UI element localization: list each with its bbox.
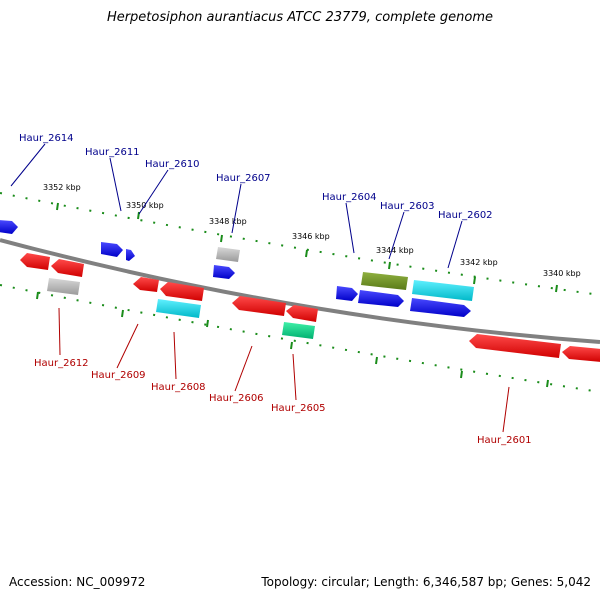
gene-haur-2610[interactable]: [126, 249, 135, 261]
gene-haur-2612[interactable]: [20, 253, 50, 270]
gene-red-2601b[interactable]: [562, 346, 600, 362]
gene-label[interactable]: Haur_2606: [209, 393, 264, 404]
gene-red-2606b[interactable]: [286, 305, 318, 322]
gene-haur-2607[interactable]: [216, 247, 240, 262]
page-title: Herpetosiphon aurantiacus ATCC 23779, co…: [106, 10, 494, 25]
gene-haur-2602[interactable]: [410, 298, 471, 317]
gene-haur-2603[interactable]: [412, 280, 474, 301]
upper-major-ticks: [56, 202, 558, 293]
gene-label[interactable]: Haur_2603: [380, 201, 435, 212]
gene-red-2612b[interactable]: [51, 259, 84, 277]
tick-label: 3348 kbp: [209, 217, 247, 226]
genome-backbone: [0, 238, 600, 344]
gene-label[interactable]: Haur_2607: [216, 173, 271, 184]
lower-major-ticks: [36, 291, 549, 388]
forward-strand-genes: [0, 220, 474, 317]
tick-label: 3346 kbp: [292, 232, 330, 241]
tick-label: 3342 kbp: [460, 258, 498, 267]
scale-tick-labels: 3352 kbp 3350 kbp 3348 kbp 3346 kbp 3344…: [43, 183, 581, 278]
reverse-strand-genes: [20, 253, 600, 362]
gene-label[interactable]: Haur_2605: [271, 403, 326, 414]
gene-gray-2612c[interactable]: [47, 278, 80, 295]
tick-label: 3340 kbp: [543, 269, 581, 278]
gene-label[interactable]: Haur_2612: [34, 358, 89, 369]
accession-text: Accession: NC_009972: [9, 575, 146, 589]
gene-haur-2611[interactable]: [101, 242, 123, 257]
gene-haur-2608[interactable]: [156, 299, 201, 318]
gene-label[interactable]: Haur_2609: [91, 370, 146, 381]
gene-red-2609b[interactable]: [160, 282, 204, 301]
tick-label: 3344 kbp: [376, 246, 414, 255]
gene-haur-2601[interactable]: [469, 334, 561, 358]
gene-label[interactable]: Haur_2610: [145, 159, 200, 170]
gene-blue-2607b[interactable]: [213, 265, 235, 279]
tick-label: 3352 kbp: [43, 183, 81, 192]
gene-label[interactable]: Haur_2602: [438, 210, 493, 221]
top-gene-labels: Haur_2614 Haur_2611 Haur_2610 Haur_2607 …: [10, 133, 493, 269]
gene-haur-2606[interactable]: [232, 296, 286, 316]
bottom-gene-labels: Haur_2612 Haur_2609 Haur_2608 Haur_2606 …: [34, 307, 532, 446]
topology-text: Topology: circular; Length: 6,346,587 bp…: [261, 575, 591, 589]
gene-label[interactable]: Haur_2614: [19, 133, 74, 144]
gene-label[interactable]: Haur_2604: [322, 192, 377, 203]
gene-haur-2605[interactable]: [282, 322, 315, 339]
gene-blue-2603b[interactable]: [358, 290, 404, 307]
gene-haur-2609[interactable]: [133, 277, 159, 292]
gene-label[interactable]: Haur_2608: [151, 382, 206, 393]
upper-scale-line: [0, 192, 600, 296]
gene-blue-near-2604[interactable]: [336, 286, 358, 301]
gene-label[interactable]: Haur_2601: [477, 435, 532, 446]
gene-label[interactable]: Haur_2611: [85, 147, 140, 158]
gene-haur-2604[interactable]: [361, 272, 408, 290]
gene-haur-2614[interactable]: [0, 220, 18, 234]
